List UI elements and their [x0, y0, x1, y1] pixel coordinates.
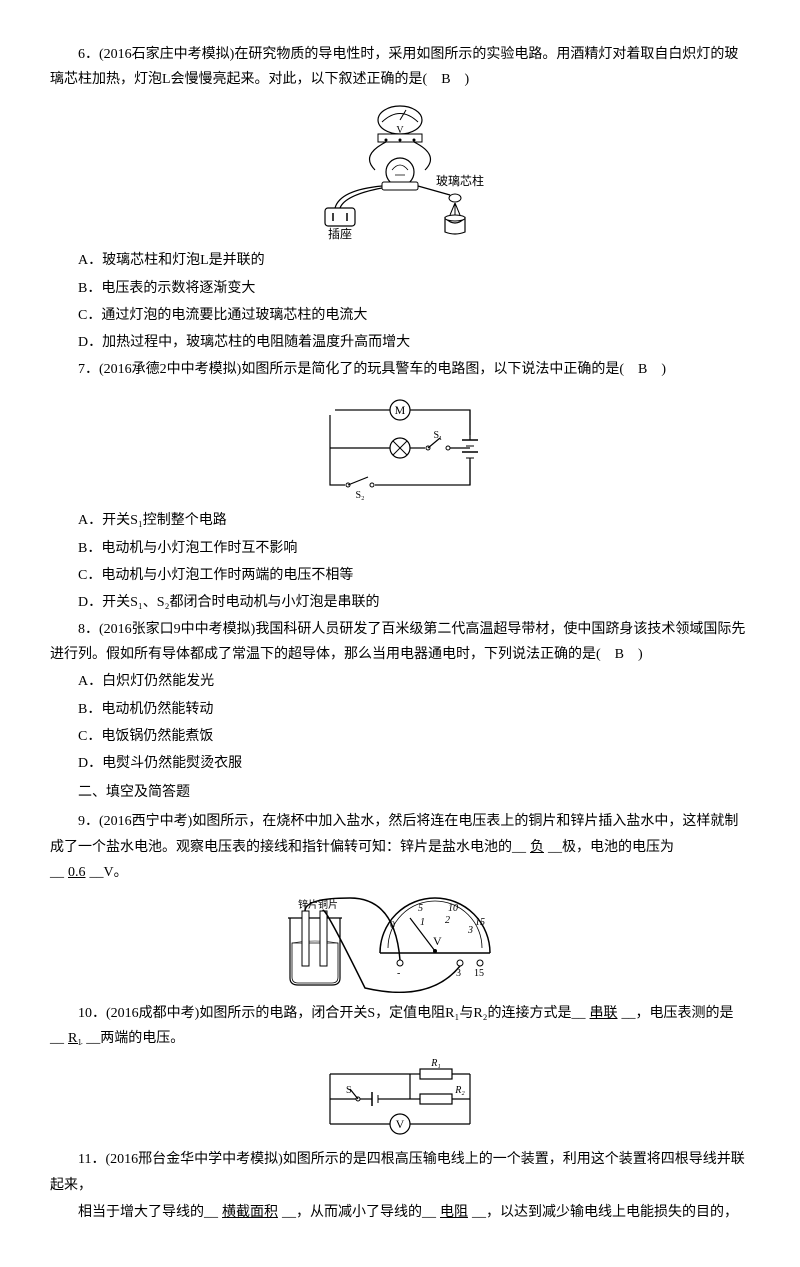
svg-text:-: -: [397, 968, 400, 979]
q10-stem: 10．(2016成都中考)如图所示的电路，闭合开关S，定值电阻R₁与R₂的连接方…: [50, 1001, 750, 1051]
q7-text: 7．(2016承德2中中考模拟)如图所示是简化了的玩具警车的电路图，以下说法中正…: [78, 362, 638, 377]
q7-answer: B: [638, 362, 647, 377]
q10-figure: R₁ R₂ S V: [50, 1059, 750, 1139]
q10-prefix: 10．(2016成都中考)如图所示的电路，闭合开关S，定值电阻R₁与R₂的连接方…: [78, 1006, 586, 1021]
q10-blank1: 串联: [586, 1006, 622, 1021]
scale2-2: 2: [445, 915, 450, 926]
term-15: 15: [474, 968, 484, 979]
scale2-3: 3: [467, 925, 473, 936]
v-label: V: [396, 1117, 405, 1131]
q11-stem: 11．(2016邢台金华中学中考模拟)如图所示的是四根高压输电线上的一个装置，利…: [50, 1147, 750, 1197]
scale2-1: 1: [420, 917, 425, 928]
q6-optC: C．通过灯泡的电流要比通过玻璃芯柱的电流大: [50, 303, 750, 328]
q6-figure: V 插座 玻璃芯柱: [50, 100, 750, 240]
r2-label: R₂: [454, 1085, 465, 1096]
q6-optB: B．电压表的示数将逐渐变大: [50, 276, 750, 301]
q10-circuit: R₁ R₂ S V: [310, 1059, 490, 1139]
q6-stem: 6．(2016石家庄中考模拟)在研究物质的导电性时，采用如图所示的实验电路。用酒…: [50, 42, 750, 92]
unit-v: V: [433, 934, 442, 948]
q6-optA: A．玻璃芯柱和灯泡L是并联的: [50, 248, 750, 273]
section2-title: 二、填空及简答题: [50, 780, 750, 805]
q6-circuit-diagram: V 插座 玻璃芯柱: [310, 100, 490, 240]
q9-blank2: 0.6: [64, 865, 90, 880]
q8-optC: C．电饭锅仍然能煮饭: [50, 724, 750, 749]
q6-text: 6．(2016石家庄中考模拟)在研究物质的导电性时，采用如图所示的实验电路。用酒…: [50, 47, 738, 87]
q9-suffix: __V。: [90, 865, 128, 880]
q6-optD: D．加热过程中，玻璃芯柱的电阻随着温度升高而增大: [50, 330, 750, 355]
q9-stem: 9．(2016西宁中考)如图所示，在烧杯中加入盐水，然后将连在电压表上的铜片和锌…: [50, 809, 750, 885]
q11-suffix: __，以达到减少输电线上电能损失的目的，: [472, 1205, 738, 1220]
q7-circuit: M S₂ S₁: [310, 390, 490, 500]
q11-mid: __，从而减小了导线的__: [282, 1205, 436, 1220]
q8-optA: A．白炽灯仍然能发光: [50, 669, 750, 694]
motor-label: M: [395, 403, 406, 417]
q6-suffix: ): [451, 72, 470, 87]
q10-blank2: R₁: [64, 1031, 86, 1046]
q8-answer: B: [615, 647, 624, 662]
q10-suffix: __两端的电压。: [86, 1031, 184, 1046]
s-label: S: [346, 1085, 352, 1096]
socket-label: 插座: [328, 226, 352, 240]
glass-label: 玻璃芯柱: [436, 173, 484, 188]
q9-figure: 锌片 铜片 0 5 10 15 1 2 3 V - 3 15: [50, 893, 750, 993]
s2-label: S₂: [355, 490, 364, 500]
q7-optB: B．电动机与小灯泡工作时互不影响: [50, 536, 750, 561]
q7-optC: C．电动机与小灯泡工作时两端的电压不相等: [50, 563, 750, 588]
q7-figure: M S₂ S₁: [50, 390, 750, 500]
q11-blank1: 横截面积: [218, 1205, 282, 1220]
q8-stem: 8．(2016张家口9中中考模拟)我国科研人员研发了百米级第二代高温超导带材，使…: [50, 617, 750, 667]
q9-diagram: 锌片 铜片 0 5 10 15 1 2 3 V - 3 15: [270, 893, 530, 993]
q7-stem: 7．(2016承德2中中考模拟)如图所示是简化了的玩具警车的电路图，以下说法中正…: [50, 357, 750, 382]
q6-answer: B: [441, 72, 450, 87]
scale-5: 5: [418, 903, 423, 914]
q8-suffix: ): [624, 647, 643, 662]
q7-suffix: ): [647, 362, 666, 377]
scale-15: 15: [475, 917, 485, 928]
q7-optD: D．开关S₁、S₂都闭合时电动机与小灯泡是串联的: [50, 590, 750, 615]
q11-line2: 相当于增大了导线的__横截面积__，从而减小了导线的__电阻__，以达到减少输电…: [50, 1200, 750, 1225]
q11-prefix: 相当于增大了导线的__: [78, 1205, 218, 1220]
q7-optA: A．开关S₁控制整个电路: [50, 508, 750, 533]
r1-label: R₁: [430, 1059, 441, 1069]
scale-10: 10: [448, 903, 458, 914]
q9-blank1: 负: [526, 840, 548, 855]
s1-label: S₁: [433, 430, 442, 441]
q11-blank2: 电阻: [436, 1205, 472, 1220]
q8-optD: D．电熨斗仍然能熨烫衣服: [50, 751, 750, 776]
q8-optB: B．电动机仍然能转动: [50, 697, 750, 722]
